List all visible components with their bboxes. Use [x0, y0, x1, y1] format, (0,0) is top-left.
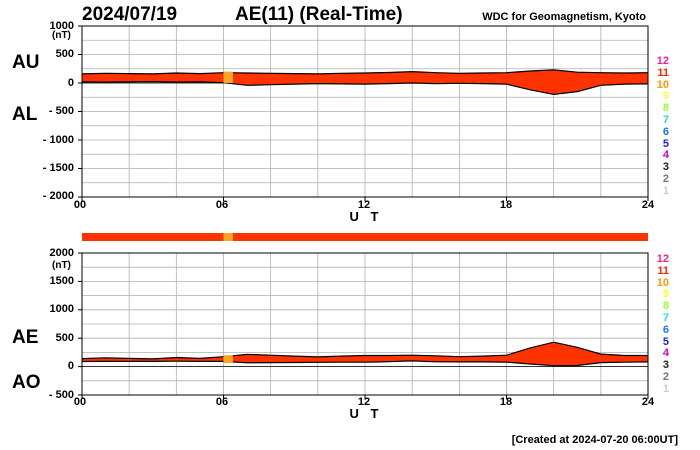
- top-xaxis-title: U T: [349, 209, 383, 224]
- bottom-unit-label: (nT): [52, 260, 71, 271]
- bottom-ytick-label: 500: [55, 332, 74, 344]
- plot-frame: [81, 252, 649, 396]
- chart-title: AE(11) (Real-Time): [235, 4, 403, 25]
- legend-station-count: 5: [662, 335, 669, 348]
- top-ytick-label: 500: [55, 48, 74, 60]
- legend-station-count: 6: [662, 323, 669, 336]
- bottom-ytick-label: 2000: [49, 247, 74, 259]
- legend-station-count: 5: [662, 137, 669, 150]
- top-ytick-label: - 1000: [42, 134, 74, 146]
- bottom-ytick-label: 1000: [49, 303, 74, 315]
- legend-station-count: 9: [662, 90, 669, 103]
- ae-series-line: [81, 341, 648, 360]
- top-xtick-label: 24: [641, 199, 655, 211]
- bottom-xtick-label: 24: [641, 396, 655, 408]
- top-ytick-label: 0: [67, 77, 74, 89]
- station-flag-marker: [223, 233, 233, 241]
- legend-station-count: 8: [662, 300, 669, 313]
- legend-station-count: 3: [662, 359, 669, 372]
- station-flag-strip: [82, 233, 648, 241]
- bottom-xtick-label: 06: [215, 396, 229, 408]
- au-series-line: [81, 69, 649, 75]
- source-credit: WDC for Geomagnetism, Kyoto: [482, 11, 646, 23]
- legend-station-count: 6: [662, 125, 669, 138]
- bottom-ytick-label: - 500: [48, 389, 74, 401]
- top-xtick-label: 06: [215, 199, 229, 211]
- legend-station-count: 1: [662, 382, 669, 395]
- legend-station-count: 1: [662, 184, 669, 197]
- al-label: AL: [12, 104, 38, 125]
- legend-station-count: 2: [662, 173, 669, 185]
- legend-station-count: 10: [656, 78, 669, 91]
- flag-marker: [223, 71, 233, 83]
- legend-station-count: 8: [662, 102, 669, 115]
- top-ytick-label: - 2000: [42, 190, 74, 202]
- top-xtick-label: 00: [73, 199, 87, 211]
- legend-station-count: 7: [662, 312, 669, 324]
- legend-station-count: 7: [662, 114, 669, 126]
- bottom-xtick-label: 18: [499, 396, 513, 408]
- top-ytick-label: 1000: [49, 20, 74, 32]
- top-ytick-label: - 500: [48, 105, 74, 117]
- legend-station-count: 4: [662, 347, 669, 360]
- legend-station-count: 9: [662, 288, 669, 301]
- ao-series-line: [81, 360, 649, 367]
- date-label: 2024/07/19: [82, 4, 178, 25]
- legend-station-count: 10: [656, 276, 669, 289]
- legend-station-count: 11: [657, 264, 669, 277]
- top-unit-label: (nT): [52, 30, 71, 41]
- bottom-xtick-label: 00: [73, 396, 87, 408]
- top-xtick-label: 18: [499, 199, 513, 211]
- legend-station-count: 3: [662, 161, 669, 174]
- legend-station-count: 12: [656, 253, 669, 265]
- au-label: AU: [12, 52, 40, 73]
- bottom-ytick-label: 0: [67, 360, 74, 372]
- ae-label: AE: [12, 327, 39, 348]
- legend-station-count: 4: [662, 149, 669, 162]
- legend-station-count: 12: [656, 55, 669, 67]
- bottom-xaxis-title: U T: [349, 406, 383, 421]
- al-series-line: [81, 80, 649, 96]
- legend-station-count: 2: [662, 371, 669, 383]
- bottom-xtick-label: 12: [357, 396, 371, 408]
- top-ytick-label: - 1500: [42, 162, 74, 174]
- legend-station-count: 11: [657, 66, 669, 79]
- flag-marker: [223, 355, 233, 364]
- plot-frame: [81, 25, 649, 198]
- top-xtick-label: 12: [357, 199, 371, 211]
- bottom-ytick-label: 1500: [49, 275, 74, 287]
- created-timestamp: [Created at 2024-07-20 06:00UT]: [511, 434, 678, 446]
- ao-label: AO: [12, 372, 41, 393]
